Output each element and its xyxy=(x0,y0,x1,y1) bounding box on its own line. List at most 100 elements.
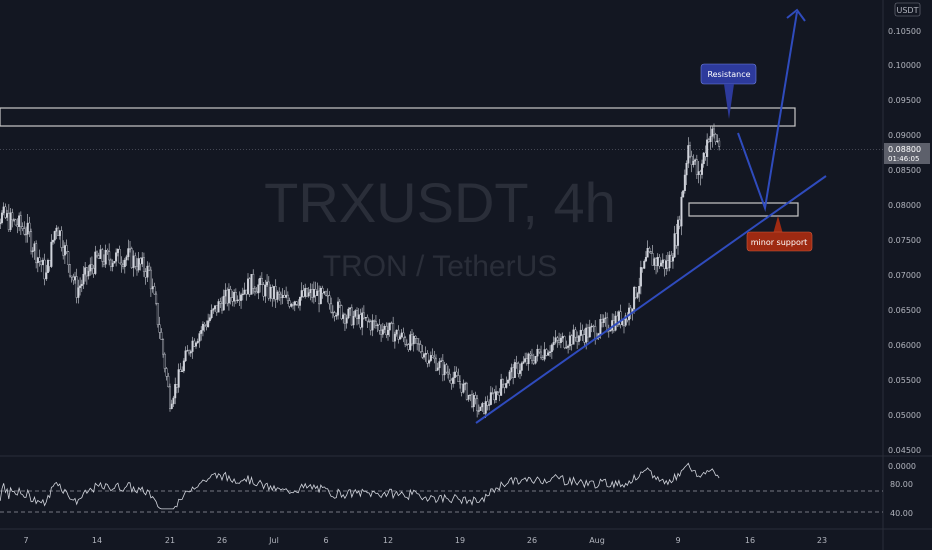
candle-body xyxy=(677,219,680,246)
time-tick: Jul xyxy=(268,536,279,545)
candle-body xyxy=(651,253,654,266)
candle-body xyxy=(123,259,126,267)
candle-body xyxy=(337,301,340,316)
candle-body xyxy=(163,353,166,369)
candle-body xyxy=(397,329,400,340)
candle-body xyxy=(538,348,541,353)
candle-body xyxy=(503,383,506,388)
candle-body xyxy=(609,330,612,332)
candle-body xyxy=(153,286,156,295)
candle-body xyxy=(671,256,674,262)
candle-body xyxy=(390,322,393,324)
time-tick: 16 xyxy=(745,536,755,545)
candle-body xyxy=(127,248,130,258)
candle-body xyxy=(297,304,300,306)
candle-body xyxy=(513,362,516,378)
candle-body xyxy=(381,329,384,335)
currency-badge[interactable] xyxy=(894,2,921,17)
candle-body xyxy=(411,334,414,345)
candle-body xyxy=(419,344,422,352)
candle-body xyxy=(300,290,303,298)
candle-body xyxy=(141,257,144,265)
price-tick: 0.07500 xyxy=(888,236,921,245)
candle-body xyxy=(146,265,149,278)
candle-body xyxy=(481,403,484,408)
candle-body xyxy=(692,160,695,165)
candle-body xyxy=(636,293,639,298)
candle-body xyxy=(170,403,173,409)
candle-body xyxy=(57,227,60,236)
candle-body xyxy=(156,303,159,325)
candle-body xyxy=(118,249,121,264)
candle-body xyxy=(388,322,391,331)
candle-body xyxy=(205,325,208,328)
candle-body xyxy=(527,353,530,364)
time-tick: Aug xyxy=(589,536,605,545)
candle-body xyxy=(43,259,46,280)
candle-body xyxy=(648,248,651,252)
candle-body xyxy=(601,319,604,323)
candle-body xyxy=(276,291,279,300)
candle-body xyxy=(109,259,112,267)
candle-body xyxy=(440,360,443,362)
candle-body xyxy=(80,283,83,287)
candle-body xyxy=(416,338,419,344)
support-zone-box[interactable] xyxy=(688,202,799,217)
candle-body xyxy=(148,265,151,271)
candle-body xyxy=(362,312,365,319)
candle-body xyxy=(316,290,319,296)
candle-body xyxy=(623,319,626,326)
candle-body xyxy=(376,324,379,326)
candle-body xyxy=(210,309,213,318)
resistance-callout[interactable]: Resistance xyxy=(700,63,757,119)
candle-body xyxy=(467,394,470,400)
candle-body xyxy=(646,248,649,258)
candle-body xyxy=(412,335,415,345)
minor-support-callout[interactable]: minor support xyxy=(746,216,813,252)
ascending-trendline[interactable] xyxy=(475,175,827,424)
candle-body xyxy=(699,171,702,175)
candle-body xyxy=(354,310,357,317)
candle-body xyxy=(217,301,220,313)
candle-body xyxy=(366,317,369,322)
resistance-zone-box[interactable] xyxy=(0,107,796,127)
candle-body xyxy=(400,332,403,337)
candle-body xyxy=(471,394,474,408)
resistance-callout-label: Resistance xyxy=(707,70,750,79)
candle-body xyxy=(281,295,284,298)
candle-body xyxy=(683,174,686,192)
candle-body xyxy=(142,257,145,272)
candle-body xyxy=(257,284,260,294)
candle-body xyxy=(682,190,685,198)
candle-body xyxy=(102,260,105,265)
projection-path[interactable] xyxy=(737,11,798,212)
candle-body xyxy=(307,292,310,297)
candle-body xyxy=(428,360,431,364)
candle-body xyxy=(414,335,417,339)
candle-body xyxy=(701,163,704,175)
resistance-callout-pointer xyxy=(724,84,734,119)
bar-countdown: 01:46:05 xyxy=(888,155,919,163)
candle-body xyxy=(373,320,376,322)
candle-body xyxy=(666,260,669,269)
projection-arrow-head xyxy=(786,8,806,22)
candle-body xyxy=(120,262,123,266)
candle-body xyxy=(624,315,627,326)
candle-body xyxy=(349,307,352,310)
candle-body xyxy=(561,336,564,339)
candle-body xyxy=(673,233,676,258)
candle-body xyxy=(552,342,555,346)
candle-body xyxy=(395,329,398,335)
time-axis[interactable]: 7 14 21 26 Jul 6 12 19 26 Aug 9 16 23 xyxy=(23,536,827,545)
candle-body xyxy=(559,337,562,343)
price-axis[interactable]: USDT 0.10500 0.10000 0.09500 0.09000 0.0… xyxy=(884,2,930,455)
candle-body xyxy=(295,301,298,305)
candle-body xyxy=(405,343,408,346)
candle-body xyxy=(476,398,479,412)
candle-body xyxy=(583,334,586,343)
candle-body xyxy=(214,305,217,309)
candle-body xyxy=(227,289,230,304)
candle-body xyxy=(577,335,580,342)
candle-body xyxy=(462,383,465,393)
